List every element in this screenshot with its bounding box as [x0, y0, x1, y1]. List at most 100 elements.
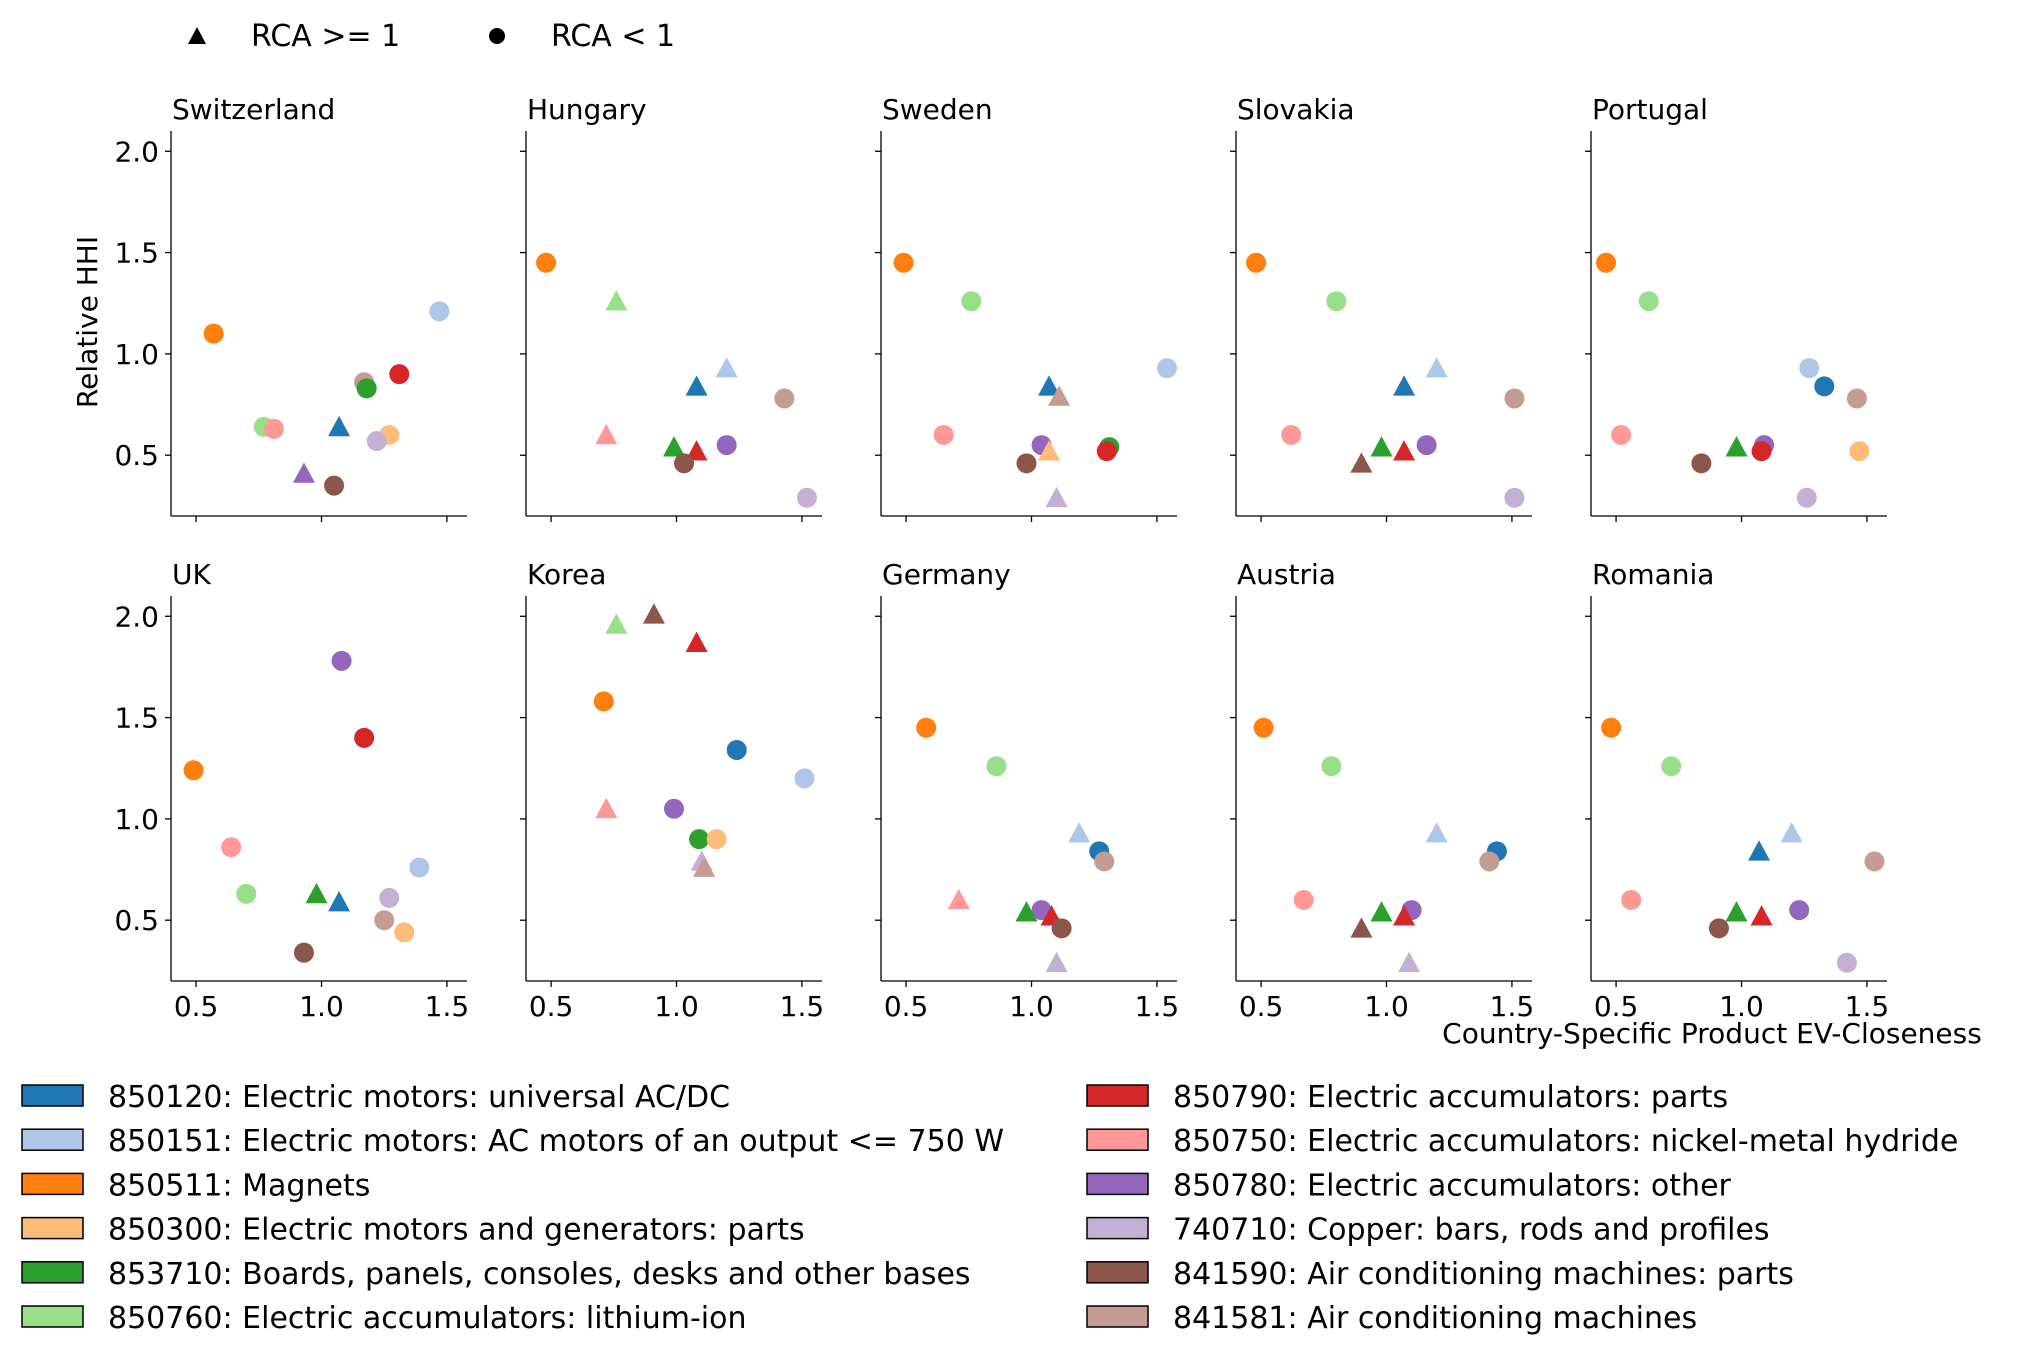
legend-swatch: [21, 1216, 84, 1240]
data-point-850300-circle: [394, 922, 415, 943]
x-tick-label: 1.0: [654, 990, 699, 1023]
legend-item-841581: 841581: Air conditioning machines: [1086, 1301, 1697, 1336]
data-point-850750-circle: [933, 424, 954, 445]
data-point-850750-circle: [1621, 889, 1642, 910]
data-point-841581-circle: [1504, 388, 1525, 409]
legend-label: 850750: Electric accumulators: nickel-me…: [1173, 1124, 1958, 1159]
data-point-850120-circle: [726, 740, 747, 760]
data-point-850750-triangle: [947, 888, 970, 910]
x-tick-label: 1.5: [780, 990, 825, 1023]
legend-item-850750: 850750: Electric accumulators: nickel-me…: [1086, 1124, 1958, 1159]
legend-label: 740710: Copper: bars, rods and profiles: [1173, 1213, 1770, 1248]
legend-swatch: [21, 1305, 84, 1328]
panel-romania: Romania 0.5 1.0 1.5: [1585, 558, 1889, 1023]
data-point-853710-triangle: [1725, 901, 1748, 922]
data-point-850120-triangle: [328, 415, 351, 437]
panel-title: Slovakia: [1237, 93, 1355, 126]
panel-title: Austria: [1237, 558, 1336, 591]
legend-swatch: [1086, 1084, 1149, 1107]
legend-swatch: [21, 1128, 84, 1151]
rca-legend-label: RCA < 1: [551, 19, 675, 54]
data-point-841581-triangle: [693, 856, 716, 877]
x-tick-label: 1.0: [1364, 990, 1409, 1023]
panel-korea: Korea 0.5 1.0 1.5: [520, 558, 824, 1023]
legend-item-850120: 850120: Electric motors: universal AC/DC: [21, 1080, 730, 1115]
y-tick-label: 2.0: [114, 135, 159, 168]
data-point-850760-circle: [1321, 756, 1342, 777]
data-point-850120-triangle: [1393, 375, 1416, 396]
data-point-853710-circle: [689, 829, 710, 850]
data-point-850151-circle: [429, 301, 450, 322]
data-point-853710-triangle: [663, 436, 685, 457]
data-point-850760-circle: [1661, 756, 1682, 777]
data-point-841590-triangle: [642, 603, 665, 624]
data-point-850151-circle: [1156, 358, 1177, 379]
data-point-850780-circle: [664, 798, 684, 819]
x-tick-label: 0.5: [1594, 990, 1639, 1023]
data-point-740710-circle: [366, 431, 387, 452]
legend-item-850790: 850790: Electric accumulators: parts: [1086, 1080, 1728, 1115]
data-point-850151-triangle: [1780, 822, 1803, 843]
data-point-850511-circle: [1601, 717, 1622, 738]
panel-austria: Austria 0.5 1.0 1.5: [1230, 558, 1534, 1023]
data-point-850790-triangle: [1750, 905, 1773, 926]
data-point-850120-circle: [1814, 376, 1835, 397]
data-point-841581-circle: [374, 910, 395, 931]
data-point-850760-circle: [986, 756, 1007, 777]
data-point-850511-circle: [1253, 717, 1274, 738]
data-point-850780-circle: [331, 650, 352, 671]
data-point-850511-circle: [183, 760, 204, 781]
data-point-850790-circle: [354, 727, 375, 748]
data-point-850750-circle: [1281, 424, 1302, 445]
data-point-850300-triangle: [1038, 440, 1061, 461]
data-point-850511-circle: [593, 691, 614, 712]
data-point-841590-circle: [1016, 453, 1037, 474]
data-point-853710-triangle: [1015, 901, 1038, 922]
data-point-850780-circle: [1416, 435, 1437, 456]
panel-title: UK: [172, 558, 211, 591]
rca-circle-icon: [489, 28, 505, 44]
data-point-850120-triangle: [328, 890, 351, 912]
legend-item-853710: 853710: Boards, panels, consoles, desks …: [21, 1257, 971, 1292]
legend-label: 841590: Air conditioning machines: parts: [1173, 1257, 1794, 1292]
x-tick-label: 0.5: [884, 990, 929, 1023]
legend-label: 850511: Magnets: [108, 1168, 370, 1203]
y-tick-label: 0.5: [114, 904, 159, 937]
legend-label: 850300: Electric motors and generators: …: [108, 1213, 805, 1248]
data-point-850750-circle: [1293, 889, 1314, 910]
legend-label: 850790: Electric accumulators: parts: [1173, 1080, 1728, 1115]
legend-item-850760: 850760: Electric accumulators: lithium-i…: [21, 1301, 746, 1336]
data-point-853710-circle: [356, 378, 377, 399]
legend-item-850151: 850151: Electric motors: AC motors of an…: [21, 1124, 1004, 1159]
data-point-850511-circle: [893, 252, 914, 273]
data-point-850511-circle: [1596, 252, 1617, 273]
data-point-841581-triangle: [1048, 385, 1071, 406]
data-point-740710-triangle: [1045, 486, 1068, 508]
y-tick-label: 1.5: [114, 702, 159, 735]
panels: Switzerland 0.5 1.0 1.5 2.0 Hungary Sweden Slov…: [114, 93, 1889, 1023]
data-point-853710-triangle: [305, 882, 328, 904]
x-tick-label: 1.0: [299, 990, 344, 1023]
panel-slovakia: Slovakia: [1230, 93, 1532, 522]
data-point-850760-circle: [961, 291, 982, 312]
data-point-850760-circle: [1638, 291, 1659, 312]
legend-label: 850760: Electric accumulators: lithium-i…: [108, 1301, 746, 1336]
data-point-850780-triangle: [292, 462, 315, 483]
legend-swatch: [21, 1172, 84, 1196]
panel-uk: UK 0.5 1.0 1.5 2.0 0.5 1.0 1.5: [114, 558, 469, 1023]
panel-switzerland: Switzerland 0.5 1.0 1.5 2.0: [114, 93, 467, 522]
y-tick-label: 1.0: [114, 338, 159, 371]
panel-title: Germany: [882, 558, 1011, 591]
data-point-740710-triangle: [1398, 951, 1421, 973]
data-point-850790-triangle: [1393, 905, 1416, 926]
data-point-850750-triangle: [595, 423, 618, 445]
data-point-740710-circle: [379, 887, 400, 908]
legend-swatch: [1086, 1128, 1149, 1151]
data-point-740710-circle: [1836, 952, 1857, 973]
rca-legend-label: RCA >= 1: [251, 19, 400, 54]
data-point-850511-circle: [916, 717, 937, 738]
x-tick-label: 0.5: [174, 990, 219, 1023]
product-legend: 850120: Electric motors: universal AC/DC…: [21, 1080, 1958, 1336]
data-point-850151-triangle: [1068, 822, 1091, 843]
legend-item-841590: 841590: Air conditioning machines: parts: [1086, 1257, 1794, 1292]
